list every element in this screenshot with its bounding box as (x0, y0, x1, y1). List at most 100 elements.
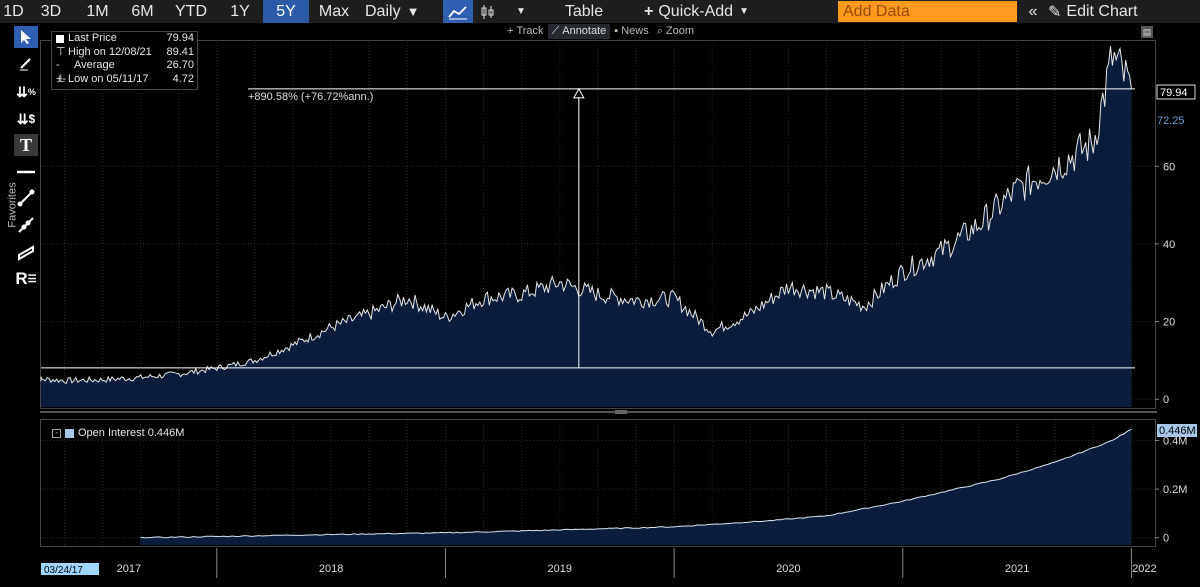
period-1y-button[interactable]: 1Y (230, 2, 250, 20)
magnifier-icon: ⌕ (656, 25, 663, 37)
r-menu-icon[interactable]: R ☰ (15, 269, 37, 288)
quick-add-button[interactable]: + Quick-Add ▼ (629, 0, 764, 23)
x-year-label: 2017 (117, 563, 141, 575)
chart-tools-bar: + Track ⟋ Annotate ▪ News ⌕ Zoom (503, 24, 698, 39)
x-axis: 2017 2018 2019 2020 2021 2022 (117, 548, 1157, 578)
y-tick-label: 0 (1163, 394, 1169, 406)
x-year-label: 2020 (776, 563, 800, 575)
frequency-dropdown[interactable]: Daily ▼ (359, 0, 439, 23)
collapse-square-icon[interactable]: - (52, 428, 61, 438)
news-icon: ▪ (614, 25, 619, 37)
segment-icon[interactable] (14, 214, 38, 236)
y-tick-label: 0.4M (1163, 435, 1187, 447)
legend-row-last-price[interactable]: Last Price 79.94 (52, 32, 197, 46)
annotation (41, 87, 1135, 369)
period-6m-button[interactable]: 6M (131, 2, 154, 20)
period-1m-button[interactable]: 1M (86, 2, 109, 20)
candlestick-icon[interactable] (473, 0, 503, 23)
line-chart-icon[interactable] (443, 0, 473, 23)
zoom-button[interactable]: ⌕ Zoom (653, 24, 698, 39)
news-button[interactable]: ▪ News (610, 24, 652, 39)
y-tick-label: 20 (1163, 317, 1175, 329)
annotation-arrow-head (572, 87, 585, 99)
caret-down-icon: ▼ (406, 4, 420, 19)
legend-value: 26.70 (166, 59, 194, 71)
x-year-label: 2021 (1005, 563, 1029, 575)
chart-type-dropdown[interactable]: ▼ (503, 0, 539, 23)
dollar-down-icon[interactable]: ⇊ $ (16, 110, 36, 127)
y-axis: 0 20 40 60 0 0.2M 0.4M (1155, 161, 1187, 545)
text-tool-label: T (19, 134, 32, 155)
other-price-tag-text: 72.25 (1157, 115, 1185, 127)
legend-box: Last Price 79.94 ⊤ High on 12/08/21 89.4… (51, 31, 198, 90)
pencil-icon: ⟋ (551, 25, 560, 37)
open-interest-series (140, 428, 1132, 545)
legend-row-average[interactable]: -+- Average 26.70 (52, 59, 197, 85)
percent-down-icon[interactable]: ⇊% (16, 83, 36, 100)
x-year-label: 2019 (548, 563, 572, 575)
price-area (41, 46, 1132, 407)
oi-area (140, 429, 1132, 545)
oi-line (140, 428, 1132, 539)
plus-icon: + (644, 2, 654, 20)
last-price-tag-text: 79.94 (1160, 87, 1188, 99)
low-marker-icon: ⊥ (56, 72, 66, 85)
table-button[interactable]: Table (564, 2, 604, 20)
period-5y-button[interactable]: 5Y (263, 0, 309, 23)
legend-value: 79.94 (166, 32, 194, 44)
oi-legend[interactable]: - Open Interest 0.446M (52, 427, 184, 439)
channel-icon[interactable] (14, 241, 38, 263)
pencil-icon: ✎ (1048, 3, 1062, 21)
average-marker-icon: -+- (56, 59, 67, 85)
oi-tag-text: 0.446M (1159, 425, 1196, 437)
last-price-tag (1156, 84, 1196, 100)
period-ytd-button[interactable]: YTD (175, 2, 207, 20)
start-date-tag (41, 563, 99, 575)
pen-icon[interactable] (14, 52, 38, 74)
legend-row-low[interactable]: ⊥ Low on 05/11/17 4.72 (52, 73, 197, 87)
trend-line-icon[interactable] (14, 187, 38, 209)
period-max-button[interactable]: Max (318, 2, 350, 20)
percent-label: % (27, 87, 36, 97)
horizontal-line-icon[interactable] (14, 161, 38, 183)
annotate-button[interactable]: ⟋ Annotate (547, 24, 611, 39)
oi-legend-label: Open Interest 0.446M (78, 427, 185, 439)
price-panel-border (40, 40, 1156, 409)
r-menu-label: R (15, 269, 28, 288)
edit-chart-label: Edit Chart (1066, 2, 1138, 20)
edit-chart-button[interactable]: ✎ Edit Chart (1048, 0, 1200, 23)
grid (41, 42, 1155, 545)
track-button[interactable]: + Track (503, 24, 548, 39)
quick-add-label: Quick-Add (658, 2, 734, 20)
text-tool-icon[interactable]: T (14, 134, 38, 156)
frequency-label: Daily (365, 2, 401, 20)
legend-value: 4.72 (172, 72, 194, 85)
y-tick-label: 0 (1163, 533, 1169, 545)
add-data-input[interactable]: Add Data (838, 1, 1017, 22)
period-1d-button[interactable]: 1D (3, 2, 24, 20)
x-year-label: 2022 (1132, 563, 1156, 575)
legend-label: High on 12/08/21 (68, 45, 152, 58)
collapse-left-icon[interactable]: « (1028, 2, 1038, 20)
caret-down-small-icon: ▼ (516, 6, 526, 17)
oi-panel-border (40, 419, 1156, 547)
y-tick-label: 40 (1163, 239, 1175, 251)
annotate-label: Annotate (562, 25, 607, 37)
legend-label: Low on 05/11/17 (68, 72, 149, 85)
legend-row-high[interactable]: ⊤ High on 12/08/21 89.41 (52, 46, 197, 60)
y-tick-label: 0.2M (1163, 484, 1187, 496)
dollar-label: $ (28, 112, 36, 126)
news-label: News (621, 25, 649, 37)
chart-menu-icon[interactable]: ▤ (1141, 26, 1153, 38)
caret-down-icon: ▼ (739, 6, 749, 17)
panel-divider-handle[interactable] (615, 410, 627, 414)
cursor-icon[interactable] (14, 26, 38, 48)
period-3d-button[interactable]: 3D (40, 2, 62, 20)
price-series (40, 46, 1132, 407)
oi-tag (1157, 424, 1197, 437)
annotation-label: +890.58% (+76.72%ann.) (248, 91, 373, 103)
track-label: Track (516, 25, 544, 37)
oi-color-swatch (65, 428, 74, 438)
legend-label: Last Price (68, 32, 117, 44)
